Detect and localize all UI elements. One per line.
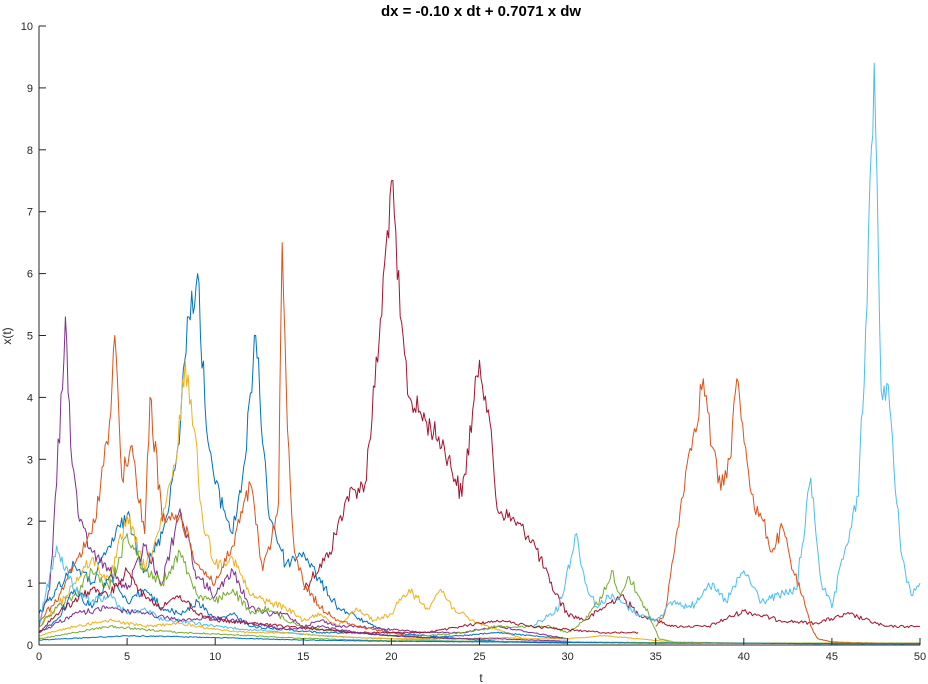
plot-lines	[38, 62, 921, 645]
y-tick-label: 5	[27, 331, 33, 343]
x-tick-label: 15	[297, 651, 309, 663]
y-tick-label: 4	[27, 392, 33, 404]
y-tick-label: 10	[21, 21, 33, 33]
y-tick-label: 7	[27, 207, 33, 219]
x-tick-label: 35	[650, 651, 662, 663]
x-axis-ticks: 0 5 10 15 20 25 30 35 40 45 50	[36, 638, 926, 663]
series-line-7	[38, 242, 427, 640]
chart-title: dx = -0.10 x dt + 0.7071 x dw	[381, 3, 581, 20]
y-tick-label: 2	[27, 516, 33, 528]
x-tick-label: 30	[561, 651, 573, 663]
y-tick-label: 8	[27, 145, 33, 157]
y-tick-label: 6	[27, 269, 33, 281]
series-line-9	[38, 574, 568, 640]
series-line-1	[303, 180, 920, 629]
series-line-3	[532, 62, 921, 628]
y-tick-label: 9	[27, 83, 33, 95]
axes	[38, 26, 920, 646]
x-tick-label: 40	[738, 651, 750, 663]
x-tick-label: 45	[826, 651, 838, 663]
y-tick-label: 1	[27, 578, 33, 590]
x-tick-label: 0	[36, 651, 42, 663]
x-tick-label: 20	[385, 651, 397, 663]
x-tick-label: 5	[124, 651, 130, 663]
x-tick-label: 25	[473, 651, 485, 663]
y-axis-label: x(t)	[0, 327, 14, 344]
series-line-6	[38, 316, 568, 640]
series-line-5	[38, 359, 524, 640]
y-axis-ticks: 0 1 2 3 4 5 6 7 8 9 10	[21, 21, 46, 652]
series-line-10	[38, 567, 639, 634]
series-line-4	[38, 273, 568, 644]
y-tick-label: 0	[27, 640, 33, 652]
series-line-8	[38, 533, 674, 643]
series-line-11	[38, 545, 498, 643]
x-axis-label: t	[479, 671, 483, 684]
y-tick-label: 3	[27, 454, 33, 466]
x-tick-label: 10	[209, 651, 221, 663]
x-tick-label: 50	[914, 651, 926, 663]
